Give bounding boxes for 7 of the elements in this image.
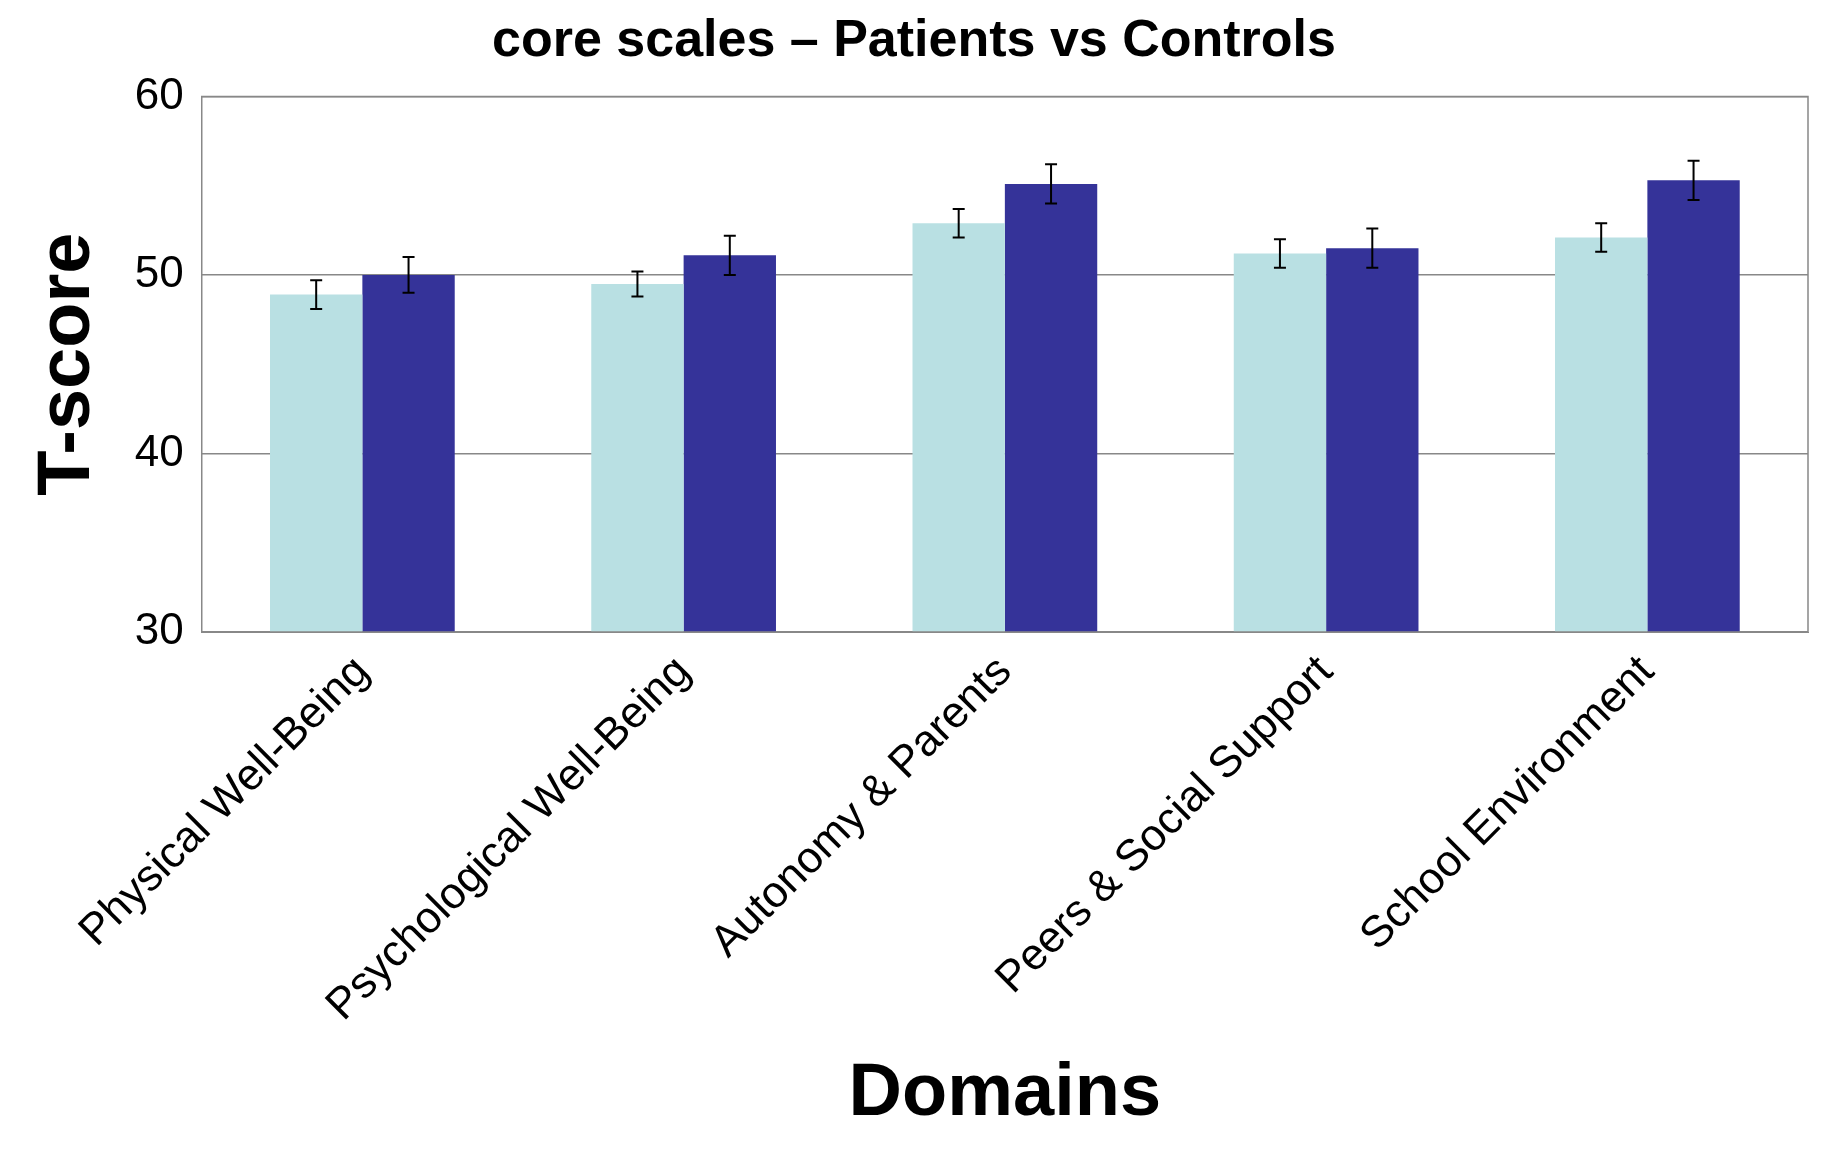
chart-title: core scales – Patients vs Controls [492,8,1336,67]
y-tick-label: 60 [134,68,184,118]
y-axis-title: T-score [21,232,105,496]
y-tick-label: 50 [134,247,184,297]
y-tick-label: 40 [134,425,184,475]
y-tick-label: 30 [134,604,184,654]
x-axis-title: Domains [848,1048,1162,1132]
